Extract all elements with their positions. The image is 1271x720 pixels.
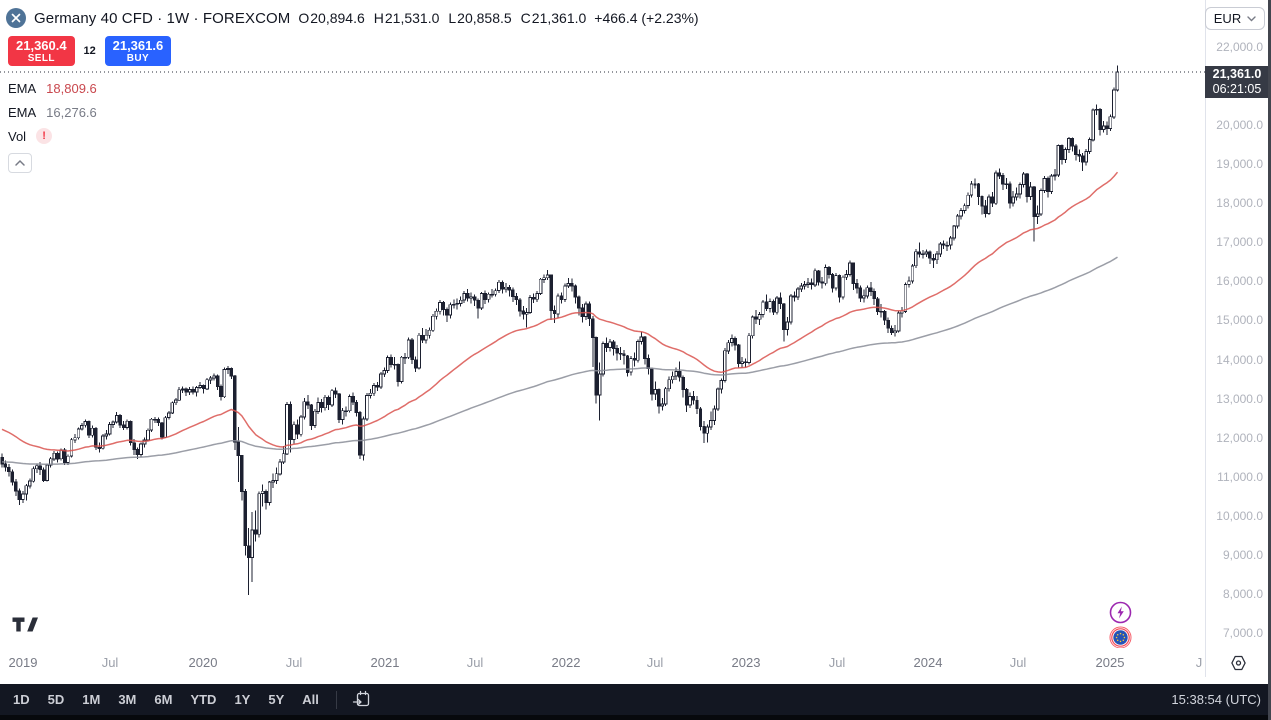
- ohlc-O: O20,894.6: [298, 10, 365, 26]
- ema-slow-label: EMA: [8, 104, 37, 120]
- scales-settings-icon[interactable]: [1229, 654, 1248, 677]
- time-tick-Jul: Jul: [828, 655, 846, 670]
- price-tick: 22,000.0: [1216, 40, 1263, 54]
- price-tick: 12,000.0: [1216, 431, 1263, 445]
- time-tick-Jul: Jul: [466, 655, 484, 670]
- range-button-5D[interactable]: 5D: [47, 692, 65, 707]
- symbol-header: Germany 40 CFD · 1W · FOREXCOM O20,894.6…: [6, 7, 699, 29]
- ema-fast-label: EMA: [8, 80, 37, 96]
- ohlc-H: H21,531.0: [373, 10, 440, 26]
- range-button-All[interactable]: All: [302, 692, 319, 707]
- price-tick: 7,000.0: [1222, 626, 1263, 640]
- price-tick: 20,000.0: [1216, 118, 1263, 132]
- window-bottom-edge: [0, 715, 1271, 720]
- change-value: +466.4 (+2.23%): [594, 10, 699, 26]
- price-tick: 18,000.0: [1216, 196, 1263, 210]
- volume-row[interactable]: Vol !: [8, 124, 97, 148]
- price-tick: 11,000.0: [1217, 470, 1263, 484]
- symbol-title[interactable]: Germany 40 CFD · 1W · FOREXCOM: [34, 9, 291, 27]
- last-price-value: 21,361.0: [1212, 67, 1262, 81]
- ema-fast-row[interactable]: EMA 18,809.6: [8, 76, 97, 100]
- range-button-1M[interactable]: 1M: [82, 692, 101, 707]
- time-tick-Jul: Jul: [101, 655, 119, 670]
- bar-countdown: 06:21:05: [1212, 82, 1262, 96]
- window-right-edge: [1268, 0, 1271, 720]
- go-to-date-button[interactable]: [345, 687, 378, 712]
- price-tick: 17,000.0: [1216, 235, 1263, 249]
- price-tick: 13,000.0: [1216, 392, 1263, 406]
- symbol-logo-icon[interactable]: [6, 8, 26, 28]
- server-clock[interactable]: 15:38:54 (UTC): [1171, 692, 1261, 707]
- time-tick-2021: 2021: [370, 655, 400, 670]
- flash-event-icon[interactable]: [1109, 601, 1132, 624]
- time-tick-2024: 2024: [913, 655, 943, 670]
- time-tick-2022: 2022: [551, 655, 581, 670]
- price-tick: 10,000.0: [1216, 509, 1263, 523]
- chevron-up-icon: [15, 159, 25, 166]
- time-tick-Jul: Jul: [285, 655, 303, 670]
- buy-button[interactable]: 21,361.6 BUY: [104, 36, 172, 66]
- price-tick: 14,000.0: [1216, 353, 1263, 367]
- price-tick: 19,000.0: [1216, 157, 1263, 171]
- ohlc-values: O20,894.6 H21,531.0 L20,858.5 C21,361.0: [298, 10, 586, 26]
- date-range-buttons: 1D 5D 1M 3M 6M YTD 1Y 5Y All: [4, 689, 328, 710]
- range-button-YTD[interactable]: YTD: [190, 692, 217, 707]
- indicator-legend: EMA 18,809.6 EMA 16,276.6 Vol !: [8, 76, 97, 173]
- price-tick: 9,000.0: [1222, 548, 1263, 562]
- sell-label: SELL: [27, 53, 55, 64]
- bottom-toolbar: 1D 5D 1M 3M 6M YTD 1Y 5Y All 15:38:54 (UTC): [0, 684, 1271, 715]
- ema-slow-value: 16,276.6: [46, 104, 97, 120]
- range-button-1Y[interactable]: 1Y: [234, 692, 251, 707]
- eu-economic-event-icon[interactable]: [1109, 626, 1132, 649]
- volume-label: Vol: [8, 128, 27, 144]
- ema-slow-row[interactable]: EMA 16,276.6: [8, 100, 97, 124]
- time-tick-Jul: Jul: [1009, 655, 1027, 670]
- currency-value: EUR: [1213, 11, 1242, 26]
- buy-price: 21,361.6: [112, 38, 164, 53]
- sell-button[interactable]: 21,360.4 SELL: [8, 36, 75, 66]
- time-tick-2023: 2023: [731, 655, 761, 670]
- ohlc-L: L20,858.5: [448, 10, 512, 26]
- time-tick-J: J: [1195, 655, 1203, 670]
- price-axis[interactable]: EUR 22,000.0 20,000.0 19,000.0 18,000.0 17,0…: [1205, 0, 1271, 677]
- range-button-5Y[interactable]: 5Y: [268, 692, 285, 707]
- time-tick-2019: 2019: [8, 655, 38, 670]
- range-button-6M[interactable]: 6M: [154, 692, 173, 707]
- time-tick-2025: 2025: [1095, 655, 1125, 670]
- range-button-3M[interactable]: 3M: [118, 692, 137, 707]
- candlestick-chart[interactable]: [0, 0, 1205, 648]
- toolbar-divider: [335, 690, 337, 709]
- ema-fast-value: 18,809.6: [46, 80, 97, 96]
- chevron-down-icon: [1247, 15, 1256, 21]
- time-axis[interactable]: 2019 Jul 2020 Jul 2021 Jul 2022 Jul 2023 Jul 2024 J…: [0, 648, 1205, 678]
- time-tick-Jul: Jul: [646, 655, 664, 670]
- spread-value: 12: [83, 45, 96, 57]
- price-tick: 8,000.0: [1222, 587, 1263, 601]
- last-price-label: 21,361.0 06:21:05: [1205, 66, 1269, 98]
- price-tick: 15,000.0: [1216, 313, 1263, 327]
- price-tick: 16,000.0: [1216, 274, 1263, 288]
- trade-panel: 21,360.4 SELL 12 21,361.6 BUY: [8, 36, 172, 66]
- tradingview-logo-icon[interactable]: [12, 617, 39, 638]
- collapse-legend-button[interactable]: [8, 153, 32, 173]
- range-button-1D[interactable]: 1D: [13, 692, 30, 707]
- currency-selector[interactable]: EUR: [1205, 7, 1265, 30]
- sell-price: 21,360.4: [16, 38, 67, 53]
- warning-icon[interactable]: !: [36, 128, 53, 144]
- ohlc-C: C21,361.0: [520, 10, 587, 26]
- time-tick-2020: 2020: [188, 655, 218, 670]
- calendar-arrow-icon: [352, 690, 370, 707]
- buy-label: BUY: [126, 53, 150, 64]
